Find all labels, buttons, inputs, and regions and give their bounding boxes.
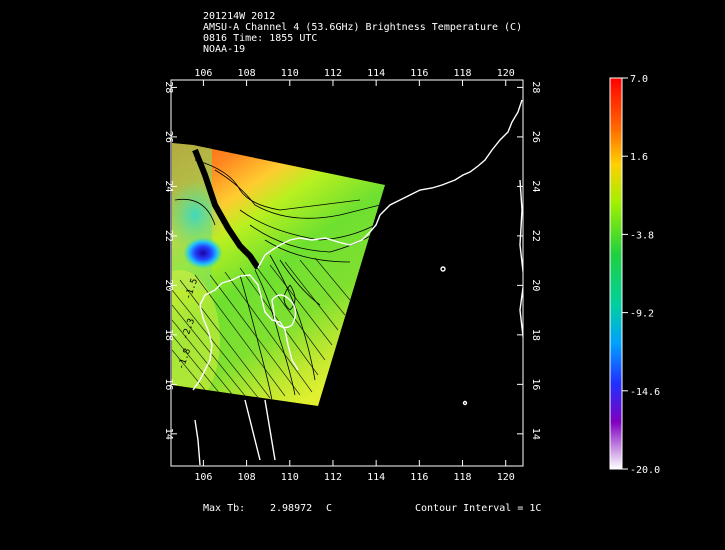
colorbar-label: -20.0 — [630, 465, 660, 476]
lat-axis-left: 28 26 24 22 20 18 16 14 — [163, 81, 177, 440]
colorbar-label: -3.8 — [630, 230, 654, 241]
lat-label-right: 22 — [530, 230, 541, 242]
lat-label-left: 24 — [163, 180, 174, 192]
lat-label-left: 20 — [163, 279, 174, 291]
colorbar-label: 7.0 — [630, 74, 648, 85]
colorbar — [609, 77, 623, 470]
lat-label-right: 20 — [530, 279, 541, 291]
lat-label-right: 24 — [530, 180, 541, 192]
lon-axis-top: 106 108 110 112 114 116 118 120 — [194, 68, 515, 86]
lat-label-right: 16 — [530, 378, 541, 390]
lat-label-left: 18 — [163, 329, 174, 341]
lon-label-top: 108 — [238, 68, 256, 79]
lat-label-left: 14 — [163, 428, 174, 440]
max-tb-label: Max Tb: — [203, 503, 246, 514]
max-tb-unit: C — [326, 503, 333, 514]
lon-label-bottom: 120 — [497, 472, 515, 483]
colorbar-label: -14.6 — [630, 387, 660, 398]
lon-label-bottom: 116 — [410, 472, 428, 483]
lon-label-top: 114 — [367, 68, 385, 79]
lon-label-bottom: 114 — [367, 472, 385, 483]
lon-axis-bottom: 106 108 110 112 114 116 118 120 — [194, 460, 515, 483]
colorbar-label: 1.6 — [630, 152, 648, 163]
lon-label-top: 118 — [454, 68, 472, 79]
brightness-swath: -1.5 -2.3 -1.8 — [172, 143, 385, 406]
lon-label-bottom: 108 — [238, 472, 256, 483]
lon-label-top: 110 — [281, 68, 299, 79]
colorbar-label: -9.2 — [630, 309, 654, 320]
lon-label-top: 106 — [194, 68, 212, 79]
title-line-1: 201214W 2012 — [203, 11, 276, 22]
title-line-2: AMSU-A Channel 4 (53.6GHz) Brightness Te… — [203, 22, 523, 33]
max-tb-value: 2.98972 — [270, 503, 313, 514]
lon-label-top: 120 — [497, 68, 515, 79]
lat-label-left: 26 — [163, 131, 174, 143]
title-line-4: NOAA-19 — [203, 44, 246, 55]
lat-label-right: 18 — [530, 329, 541, 341]
lon-label-bottom: 106 — [194, 472, 212, 483]
lat-label-left: 28 — [163, 81, 174, 93]
title-line-3: 0816 Time: 1855 UTC — [203, 33, 318, 44]
lon-label-bottom: 110 — [281, 472, 299, 483]
contour-interval: Contour Interval = 1C — [415, 503, 542, 514]
lat-axis-right: 28 26 24 22 20 18 16 14 — [517, 81, 541, 440]
colorbar-labels: 7.0 1.6 -3.8 -9.2 -14.6 -20.0 — [622, 74, 660, 476]
lat-label-right: 14 — [530, 428, 541, 440]
dark-ridge — [192, 148, 261, 270]
lat-label-left: 22 — [163, 230, 174, 242]
lat-label-right: 26 — [530, 131, 541, 143]
lat-label-left: 16 — [163, 378, 174, 390]
lon-label-bottom: 118 — [454, 472, 472, 483]
lon-label-top: 116 — [410, 68, 428, 79]
lat-label-right: 28 — [530, 81, 541, 93]
lon-label-bottom: 112 — [324, 472, 342, 483]
lon-label-top: 112 — [324, 68, 342, 79]
coastline — [192, 99, 523, 466]
